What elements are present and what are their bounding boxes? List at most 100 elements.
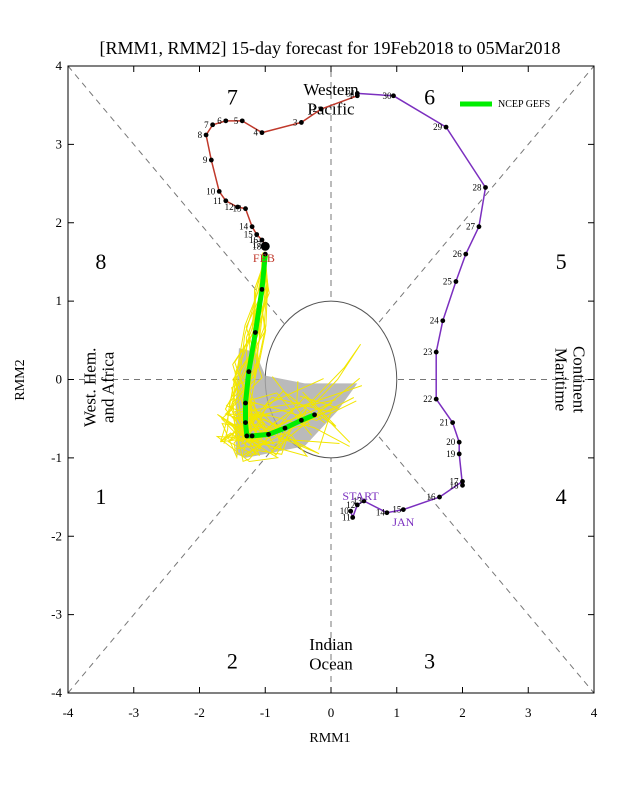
data-point — [443, 124, 449, 130]
data-point — [299, 120, 304, 125]
x-tick-label: -2 — [194, 705, 205, 720]
day-label: 27 — [466, 222, 476, 232]
day-label: 29 — [433, 122, 443, 132]
data-point — [216, 189, 222, 194]
day-label: 16 — [426, 492, 436, 502]
data-point — [254, 232, 260, 237]
day-label: 25 — [443, 277, 453, 287]
day-label: 9 — [203, 155, 208, 165]
ensemble-member-line — [228, 255, 309, 457]
data-point — [460, 478, 465, 484]
y-tick-label: 2 — [56, 215, 63, 230]
day-label: 24 — [430, 316, 440, 326]
data-point — [400, 507, 406, 513]
day-label: 12 — [225, 202, 234, 212]
x-tick-label: 4 — [591, 705, 598, 720]
data-point — [239, 118, 245, 124]
data-point — [208, 157, 214, 163]
day-label: 13 — [353, 496, 363, 506]
data-point — [223, 198, 229, 204]
phase-label: 5 — [556, 249, 567, 274]
day-label: 23 — [423, 347, 433, 357]
x-tick-label: 3 — [525, 705, 532, 720]
data-point — [433, 349, 439, 355]
region-label-western-pacific: Western — [303, 80, 359, 99]
y-tick-label: 4 — [56, 58, 63, 73]
data-point — [299, 417, 304, 423]
x-tick-label: -3 — [128, 705, 139, 720]
data-point — [203, 132, 209, 138]
region-label-maritime-continent: Maritime — [551, 348, 570, 411]
x-tick-label: 1 — [394, 705, 401, 720]
phase-label: 8 — [95, 249, 106, 274]
day-label: 18 — [450, 480, 460, 490]
data-point — [483, 185, 488, 190]
phase-label: 4 — [556, 484, 567, 509]
region-label-indian-ocean: Ocean — [309, 654, 353, 673]
chart-title: [RMM1, RMM2] 15-day forecast for 19Feb20… — [100, 38, 561, 58]
region-label-indian-ocean: Indian — [309, 635, 353, 654]
day-label: 20 — [446, 437, 456, 447]
day-label: 15 — [392, 505, 402, 515]
day-label: 21 — [440, 418, 449, 428]
ensemble-mean-line — [243, 253, 316, 439]
month-label: FEB — [253, 251, 275, 265]
y-tick-label: -4 — [51, 685, 62, 700]
y-tick-label: -1 — [51, 450, 62, 465]
ensemble-member-line — [294, 343, 362, 420]
data-point — [437, 494, 442, 500]
day-label: 14 — [376, 508, 386, 518]
data-point — [243, 206, 248, 212]
region-label-west-hem-africa: and Africa — [99, 351, 118, 423]
data-point — [243, 420, 248, 426]
x-axis-label: RMM1 — [309, 731, 350, 746]
y-tick-label: -2 — [51, 528, 62, 543]
day-label: 17 — [450, 476, 460, 486]
data-point — [282, 425, 288, 431]
day-label: 7 — [204, 120, 209, 130]
y-tick-label: -3 — [51, 607, 62, 622]
day-label: 3 — [293, 117, 298, 127]
y-axis-label: RMM2 — [13, 359, 28, 400]
data-point — [361, 498, 367, 504]
data-point — [476, 224, 482, 230]
month-label: JAN — [392, 515, 414, 529]
data-point — [312, 412, 317, 418]
data-point — [259, 237, 265, 243]
data-point — [463, 251, 469, 257]
data-point — [440, 318, 446, 324]
data-point — [266, 431, 271, 437]
data-point — [252, 330, 258, 335]
data-point — [348, 508, 354, 514]
day-label: 18 — [252, 241, 262, 251]
day-label: 14 — [239, 222, 249, 232]
data-point — [354, 502, 360, 508]
day-label: 22 — [423, 394, 432, 404]
day-label: 6 — [217, 116, 222, 126]
x-tick-label: 2 — [459, 705, 466, 720]
data-point — [384, 510, 390, 516]
day-label: 16 — [249, 235, 259, 245]
day-label: 12 — [346, 500, 355, 510]
data-point — [243, 400, 248, 406]
day-label: 2 — [313, 104, 318, 114]
data-point — [259, 286, 265, 292]
day-label: 19 — [446, 449, 456, 459]
month-label: START — [342, 489, 379, 503]
day-label: 8 — [198, 130, 203, 140]
region-label-maritime-continent: Continent — [569, 346, 588, 413]
data-point — [235, 204, 241, 210]
phase-label: 1 — [95, 484, 106, 509]
data-point — [456, 439, 462, 445]
data-point — [246, 369, 252, 375]
day-label: 11 — [342, 512, 351, 522]
day-label: 5 — [234, 116, 239, 126]
legend-label: NCEP GEFS — [498, 99, 550, 110]
data-point — [318, 106, 324, 112]
data-point — [249, 224, 255, 230]
data-point — [354, 93, 360, 99]
data-point — [249, 433, 255, 439]
ensemble-member-line — [232, 254, 337, 451]
day-label: 26 — [453, 249, 463, 259]
